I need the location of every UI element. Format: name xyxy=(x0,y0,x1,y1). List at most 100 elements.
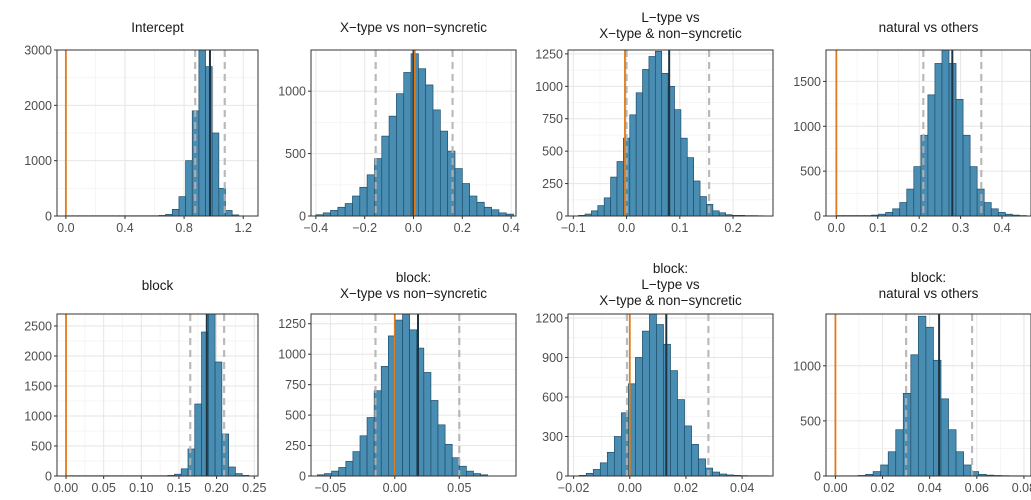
histogram-bar xyxy=(642,69,650,217)
x-tick-label: 0.00 xyxy=(383,481,407,495)
histogram-bar xyxy=(693,180,701,217)
histogram-bar xyxy=(439,130,449,217)
histogram-bars xyxy=(578,50,765,217)
histogram-bar xyxy=(366,174,375,217)
panel-2: X−type vs non−syncretic −0.4 −0.2 0.0 0.2 0.4… xyxy=(278,20,520,235)
histogram-bar xyxy=(337,206,346,217)
histogram-bar xyxy=(990,208,999,217)
histogram-bar xyxy=(610,176,618,217)
histogram-bar xyxy=(642,330,650,477)
x-tick-label: 0.00 xyxy=(618,481,642,495)
histogram-bar xyxy=(616,161,624,217)
y-tick-label: 1000 xyxy=(793,120,821,134)
histogram-bar xyxy=(352,451,361,477)
y-tick-label: 500 xyxy=(285,147,306,161)
histogram-bar xyxy=(331,470,340,477)
histogram-bar xyxy=(198,49,206,217)
x-tick-label: 0.10 xyxy=(129,481,153,495)
x-tick-label: 0.04 xyxy=(918,481,942,495)
x-tick-label: 0.0 xyxy=(828,221,845,235)
histogram-bar xyxy=(444,443,453,477)
histogram-bar xyxy=(225,210,233,217)
panel-8: block:natural vs others 0.00 0.02 0.04 0.06 0… xyxy=(793,270,1031,495)
histogram-bar xyxy=(712,471,720,477)
x-tick-label: 0.08 xyxy=(1012,481,1031,495)
histogram-bar xyxy=(880,464,889,477)
histogram-bars xyxy=(317,313,488,477)
histogram-bar xyxy=(476,201,485,217)
panel-border xyxy=(56,49,259,217)
histogram-bar xyxy=(483,206,492,217)
histogram-bar xyxy=(661,72,669,217)
histogram-bar xyxy=(221,433,229,477)
y-tick-label: 3000 xyxy=(24,44,52,58)
histogram-bar xyxy=(185,160,193,217)
x-tick-label: 0.05 xyxy=(92,481,116,495)
histogram-bar xyxy=(423,372,432,477)
histogram-bar xyxy=(214,361,223,477)
histogram-bar xyxy=(934,63,943,217)
x-tick-label: 0.2 xyxy=(910,221,927,235)
histogram-bar xyxy=(997,212,1006,217)
y-tick-label: 1000 xyxy=(278,348,306,362)
histogram-bar xyxy=(178,196,186,217)
histogram-bar xyxy=(491,209,500,217)
panel-title: block xyxy=(142,278,174,293)
histogram-bar xyxy=(677,399,685,477)
histogram-bar xyxy=(171,209,180,217)
histogram-bar xyxy=(437,424,446,477)
histogram-bar xyxy=(892,208,901,217)
histogram-bar xyxy=(597,205,605,217)
panel-1: Intercept 0.0 0.4 0.8 1.2 0 1000 2000 3000 xyxy=(24,20,259,235)
histogram-bar xyxy=(180,468,189,477)
histogram-bar xyxy=(649,313,657,477)
x-tick-label: −0.05 xyxy=(315,481,347,495)
histogram-bar xyxy=(425,84,434,217)
histogram-bar xyxy=(940,398,949,477)
histogram-bar xyxy=(432,109,441,217)
histogram-bar xyxy=(469,195,478,217)
histogram-bar xyxy=(686,157,695,217)
x-tick-label: 0.02 xyxy=(870,481,894,495)
histogram-bar xyxy=(228,466,236,477)
x-tick-label: −0.1 xyxy=(561,221,586,235)
histogram-bar xyxy=(613,436,622,477)
histogram-bars xyxy=(65,313,250,477)
y-tick-label: 0 xyxy=(556,470,563,484)
y-tick-label: 0 xyxy=(814,210,821,224)
y-tick-label: 1250 xyxy=(535,47,563,61)
panel-title: block: xyxy=(653,261,688,276)
y-tick-label: 0 xyxy=(45,210,52,224)
y-tick-label: 0 xyxy=(814,470,821,484)
x-tick-label: 0.00 xyxy=(823,481,847,495)
y-tick-label: 750 xyxy=(542,112,563,126)
x-tick-label: 0.00 xyxy=(54,481,78,495)
y-tick-label: 0 xyxy=(299,210,306,224)
panel-title: natural vs others xyxy=(879,286,979,301)
panel-border xyxy=(310,313,517,477)
y-tick-label: 1250 xyxy=(278,317,306,331)
histogram-bar xyxy=(906,188,915,217)
x-tick-label: 0.4 xyxy=(116,221,133,235)
x-tick-label: 0.4 xyxy=(993,221,1010,235)
y-tick-label: 500 xyxy=(800,165,821,179)
histogram-bar xyxy=(207,313,216,477)
x-tick-label: 0.05 xyxy=(447,481,471,495)
panel-title: X−type vs non−syncretic xyxy=(340,286,487,301)
y-tick-label: 1200 xyxy=(535,311,563,325)
panel-title: X−type & non−syncretic xyxy=(599,293,742,308)
panel-border xyxy=(56,313,259,477)
y-tick-label: 1000 xyxy=(24,154,52,168)
panel-3: L−type vsX−type & non−syncretic −0.1 0.0 0.… xyxy=(535,10,774,235)
histogram-bar xyxy=(899,202,908,217)
x-tick-label: 0.0 xyxy=(57,221,74,235)
y-tick-label: 1500 xyxy=(24,380,52,394)
histogram-bars xyxy=(836,49,1027,217)
histogram-bar xyxy=(606,451,615,477)
panel-title: block: xyxy=(911,270,946,285)
histogram-bar xyxy=(409,329,418,477)
y-tick-label: 2000 xyxy=(24,99,52,113)
x-tick-label: 0.3 xyxy=(952,221,969,235)
histogram-bar xyxy=(352,195,361,217)
